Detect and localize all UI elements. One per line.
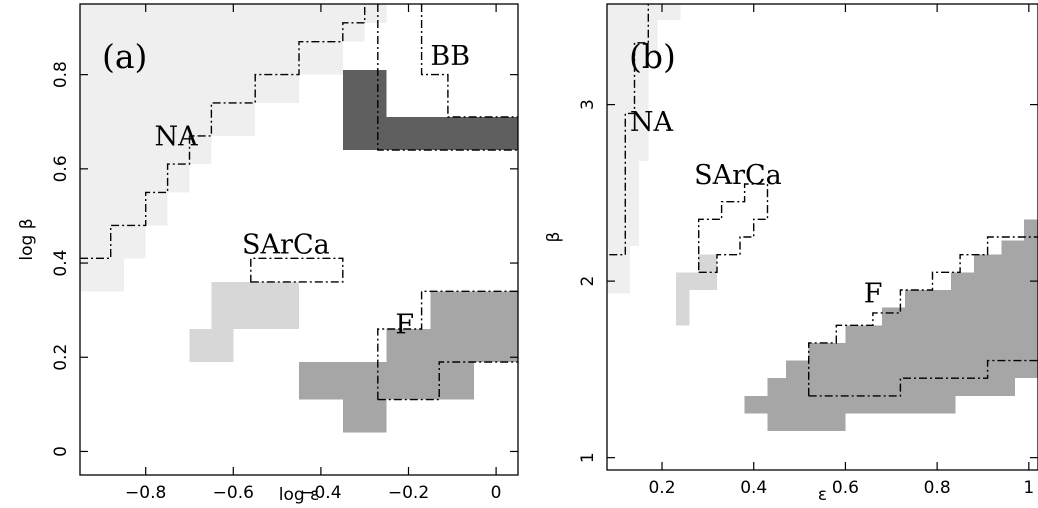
cell-f (950, 272, 1038, 290)
region-label-sarca: SArCa (694, 160, 782, 191)
plot-area (607, 4, 1038, 432)
panel-a: −0.8 −0.6 −0.4 −0.2 0 0 0.2 0.4 0.6 0.8 log ε log β… (17, 3, 519, 505)
panel-label: (a) (102, 37, 147, 76)
cell-na (607, 161, 640, 246)
plot-frame (606, 3, 1038, 471)
cell-f (430, 291, 518, 329)
cell-bb (342, 117, 518, 151)
region-label-bb: BB (430, 41, 470, 72)
cell-f (905, 289, 1038, 308)
x-tick-label: −0.6 (213, 483, 254, 503)
y-tick-label: 1 (578, 452, 598, 463)
cell-na (607, 19, 658, 56)
cell-na (607, 55, 649, 162)
cell-bb (342, 69, 387, 118)
cell-na (80, 225, 146, 259)
cell-f (299, 361, 475, 400)
cell-f (1001, 240, 1038, 255)
outline-na (609, 4, 649, 256)
cell-na (80, 102, 256, 136)
outline-f (808, 236, 1038, 396)
cell-na (80, 4, 387, 23)
cell-na (80, 192, 168, 226)
x-tick-label: 0.2 (648, 478, 675, 498)
outline-na (80, 4, 366, 259)
x-tick-label: 0 (491, 483, 502, 503)
outline-bb (420, 4, 518, 118)
outline-f (377, 361, 518, 401)
cell-na (80, 22, 365, 42)
y-tick-label: 2 (578, 276, 598, 287)
outline-sarca (250, 257, 344, 283)
outline-sarca (698, 183, 769, 273)
cell-f (744, 395, 956, 414)
x-tick-label: −0.4 (300, 483, 341, 503)
y-tick-label: 0.8 (51, 61, 71, 88)
x-tick-label: −0.8 (125, 483, 166, 503)
y-tick-label: 3 (578, 99, 598, 110)
y-tick-label: 0.2 (51, 344, 71, 371)
outline-f (377, 290, 518, 400)
cell-f (973, 254, 1038, 273)
cell-f (882, 307, 1038, 326)
y-tick-label: 0.4 (51, 250, 71, 277)
y-axis-title: log β (17, 218, 37, 260)
cell-f (808, 342, 1038, 361)
cell-f (767, 413, 846, 432)
panel-label: (b) (629, 37, 676, 76)
cell-f (845, 325, 1038, 343)
x-tick-label: 1 (1023, 478, 1034, 498)
region-label-na: NA (154, 121, 198, 152)
cell-sarca (189, 328, 234, 362)
cell-sarca (698, 254, 718, 273)
y-tick-label: 0.6 (51, 155, 71, 182)
y-tick-label: 0 (51, 446, 71, 457)
cell-f (386, 328, 518, 362)
x-tick-label: 0.4 (740, 478, 767, 498)
plot-frame (79, 3, 519, 476)
plot-area (80, 4, 518, 433)
x-axis-title: log ε (279, 485, 320, 504)
cell-na (607, 245, 630, 294)
outline-bb (377, 4, 518, 151)
panel-b: 0.2 0.4 0.6 0.8 1 1 2 3 ε β (b) NA SArCa F (544, 3, 1038, 505)
cell-f (342, 399, 387, 433)
cell-f (1024, 219, 1038, 241)
cell-na (80, 74, 299, 103)
x-tick-label: 0.8 (924, 478, 951, 498)
outline-f (808, 359, 1038, 397)
cell-f (767, 378, 1016, 396)
region-label-f: F (864, 278, 883, 309)
cell-na (607, 4, 681, 20)
cell-sarca (675, 272, 718, 290)
cell-na (80, 164, 190, 193)
region-label-sarca: SArCa (242, 230, 330, 261)
region-label-f: F (395, 310, 414, 341)
cell-na (80, 258, 124, 292)
cell-sarca (211, 281, 299, 329)
cell-f (785, 360, 1038, 379)
x-axis-title: ε (818, 485, 827, 504)
x-tick-label: −0.2 (388, 483, 429, 503)
y-axis-title: β (544, 232, 564, 243)
region-label-na: NA (630, 107, 674, 138)
x-tick-label: 0.6 (832, 478, 859, 498)
